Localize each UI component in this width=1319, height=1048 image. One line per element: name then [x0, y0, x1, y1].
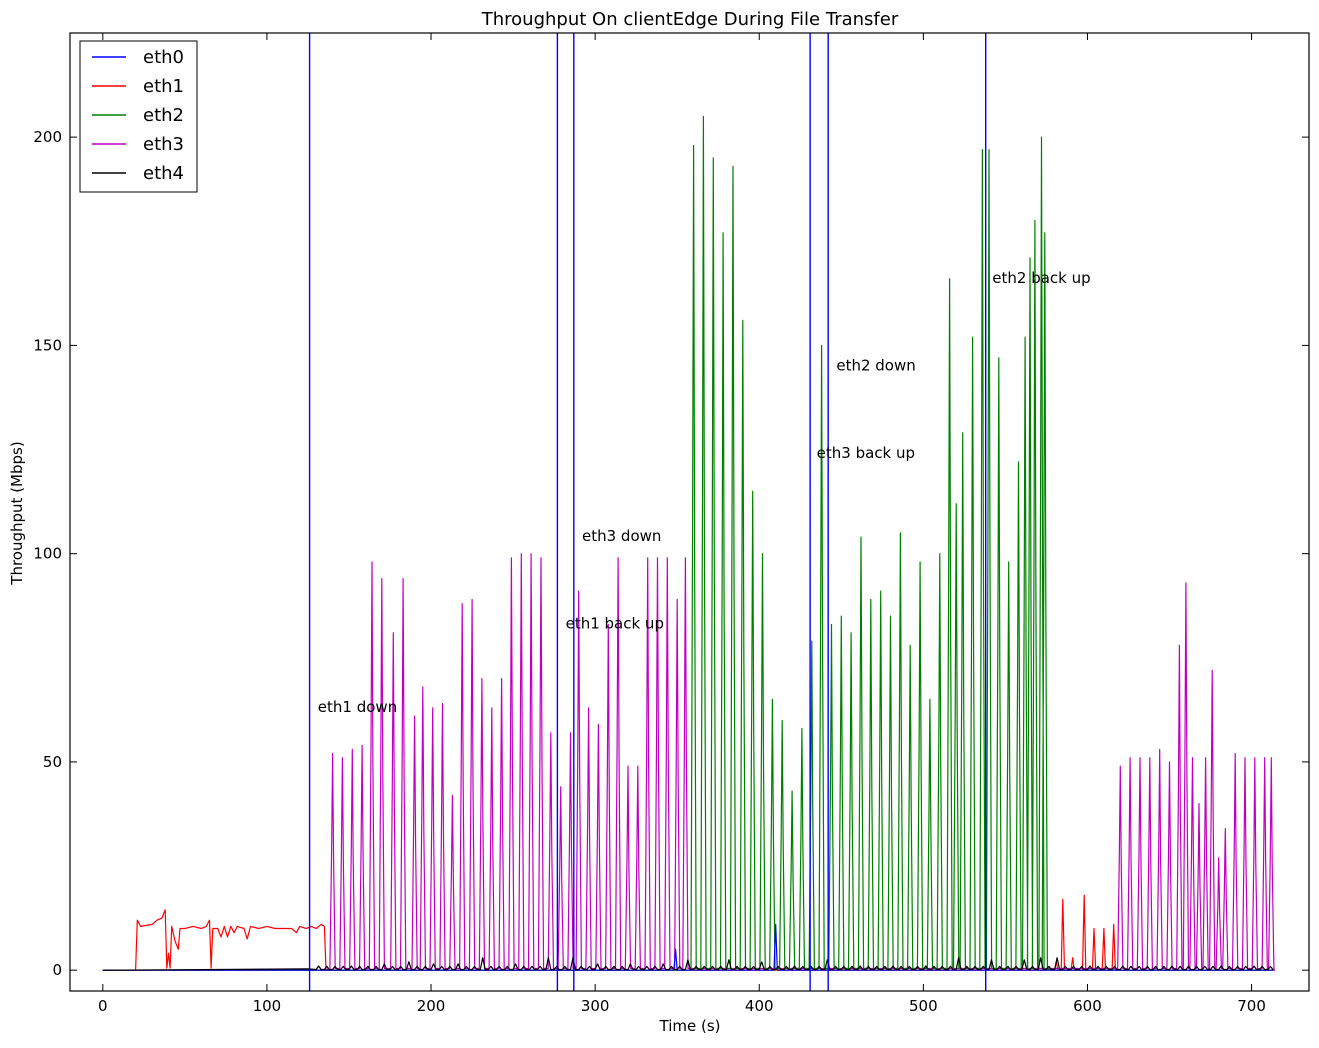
- y-tick-label: 150: [33, 336, 62, 354]
- legend-label-eth4: eth4: [143, 163, 184, 184]
- annotation-label: eth3 back up: [817, 444, 915, 462]
- y-tick-label: 100: [33, 545, 62, 563]
- legend: eth0 eth1 eth2 eth3 eth4: [79, 40, 198, 193]
- annotation-label: eth3 down: [582, 527, 661, 545]
- annotation-label: eth2 down: [836, 356, 915, 374]
- legend-label-eth0: eth0: [143, 47, 184, 68]
- annotation-label: eth1 down: [318, 698, 397, 716]
- y-tick-label: 50: [43, 753, 62, 771]
- series-line-eth1: [102, 894, 1273, 971]
- legend-label-eth3: eth3: [143, 134, 184, 155]
- x-axis-label: Time (s): [659, 1017, 721, 1035]
- legend-box: [79, 40, 198, 193]
- x-tick-label: 300: [581, 997, 610, 1015]
- series-line-eth2: [102, 115, 1273, 971]
- plot-frame: [69, 32, 1310, 992]
- annotation-label: eth1 back up: [566, 615, 664, 633]
- legend-label-eth2: eth2: [143, 105, 184, 126]
- x-tick-label: 700: [1237, 997, 1266, 1015]
- series-line-eth3: [102, 553, 1276, 971]
- plot-area: [102, 33, 1276, 991]
- y-tick-label: 0: [52, 961, 62, 979]
- annotation-label: eth2 back up: [992, 269, 1090, 287]
- x-tick-label: 100: [253, 997, 282, 1015]
- series-line-eth4: [102, 957, 1274, 971]
- legend-label-eth1: eth1: [143, 76, 184, 97]
- x-tick-label: 400: [745, 997, 774, 1015]
- chart-title: Throughput On clientEdge During File Tra…: [481, 9, 899, 30]
- x-tick-label: 0: [98, 997, 108, 1015]
- series-line-eth0: [102, 923, 1273, 971]
- y-tick-label: 200: [33, 128, 62, 146]
- x-tick-label: 500: [909, 997, 938, 1015]
- x-tick-label: 600: [1073, 997, 1102, 1015]
- x-tick-label: 200: [417, 997, 446, 1015]
- y-axis-label: Throughput (Mbps): [8, 441, 26, 585]
